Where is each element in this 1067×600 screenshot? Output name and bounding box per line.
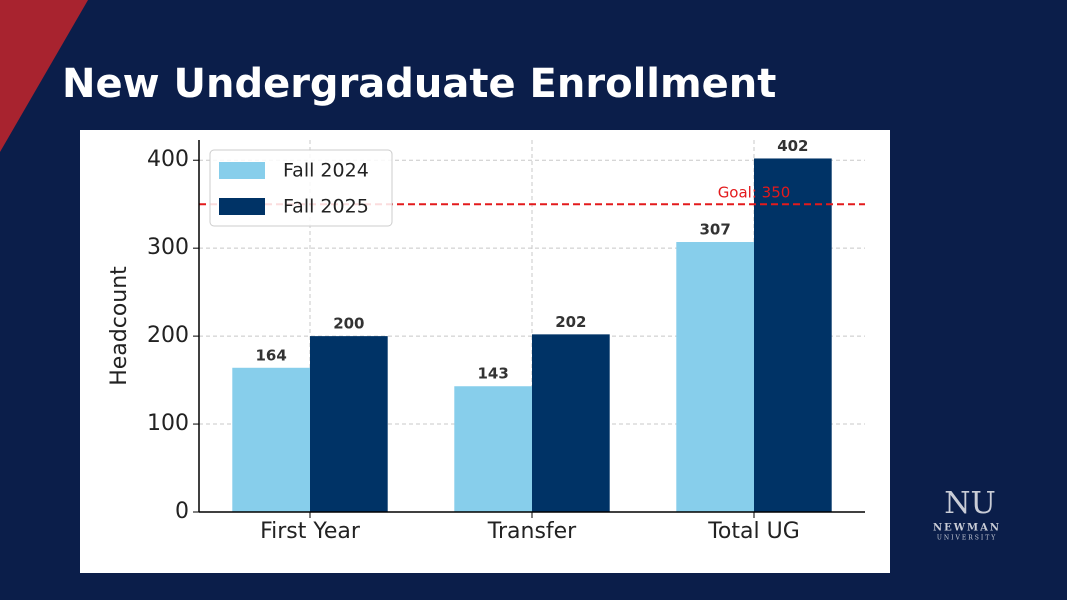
logo: NU NEWMAN UNIVERSITY bbox=[933, 486, 1001, 542]
x-tick-label: First Year bbox=[260, 519, 361, 544]
y-tick-label: 0 bbox=[175, 499, 189, 524]
corner-accent bbox=[0, 0, 88, 152]
goal-label: Goal: 350 bbox=[718, 184, 791, 202]
value-label: 164 bbox=[255, 346, 286, 364]
chart: 0 100 200 300 400 164 143 307 200 202 402 First Yea… bbox=[107, 137, 865, 544]
legend-swatch bbox=[219, 198, 265, 215]
value-label: 307 bbox=[699, 221, 730, 239]
value-label: 402 bbox=[777, 137, 808, 155]
x-tick-label: Total UG bbox=[707, 519, 800, 544]
slide-title: New Undergraduate Enrollment bbox=[62, 61, 776, 107]
legend-swatch bbox=[219, 162, 265, 179]
y-tick-label: 100 bbox=[147, 411, 189, 436]
bar bbox=[454, 386, 532, 512]
bar bbox=[676, 242, 754, 512]
legend-label: Fall 2025 bbox=[283, 196, 369, 218]
legend: Fall 2024 Fall 2025 bbox=[209, 149, 393, 227]
y-tick-label: 200 bbox=[147, 323, 189, 348]
logo-subtitle: UNIVERSITY bbox=[937, 535, 997, 542]
bar bbox=[310, 336, 388, 512]
logo-monogram: NU bbox=[944, 486, 996, 521]
value-label: 143 bbox=[477, 365, 508, 383]
value-label: 202 bbox=[555, 313, 586, 331]
legend-label: Fall 2024 bbox=[283, 160, 369, 182]
logo-name: NEWMAN bbox=[933, 523, 1001, 534]
bar bbox=[754, 158, 832, 512]
bar bbox=[232, 367, 310, 512]
y-tick-label: 400 bbox=[147, 147, 189, 172]
y-axis-label: Headcount bbox=[107, 266, 132, 386]
y-tick-label: 300 bbox=[147, 235, 189, 260]
value-label: 200 bbox=[333, 315, 364, 333]
bar bbox=[532, 334, 610, 512]
x-tick-label: Transfer bbox=[487, 519, 577, 544]
